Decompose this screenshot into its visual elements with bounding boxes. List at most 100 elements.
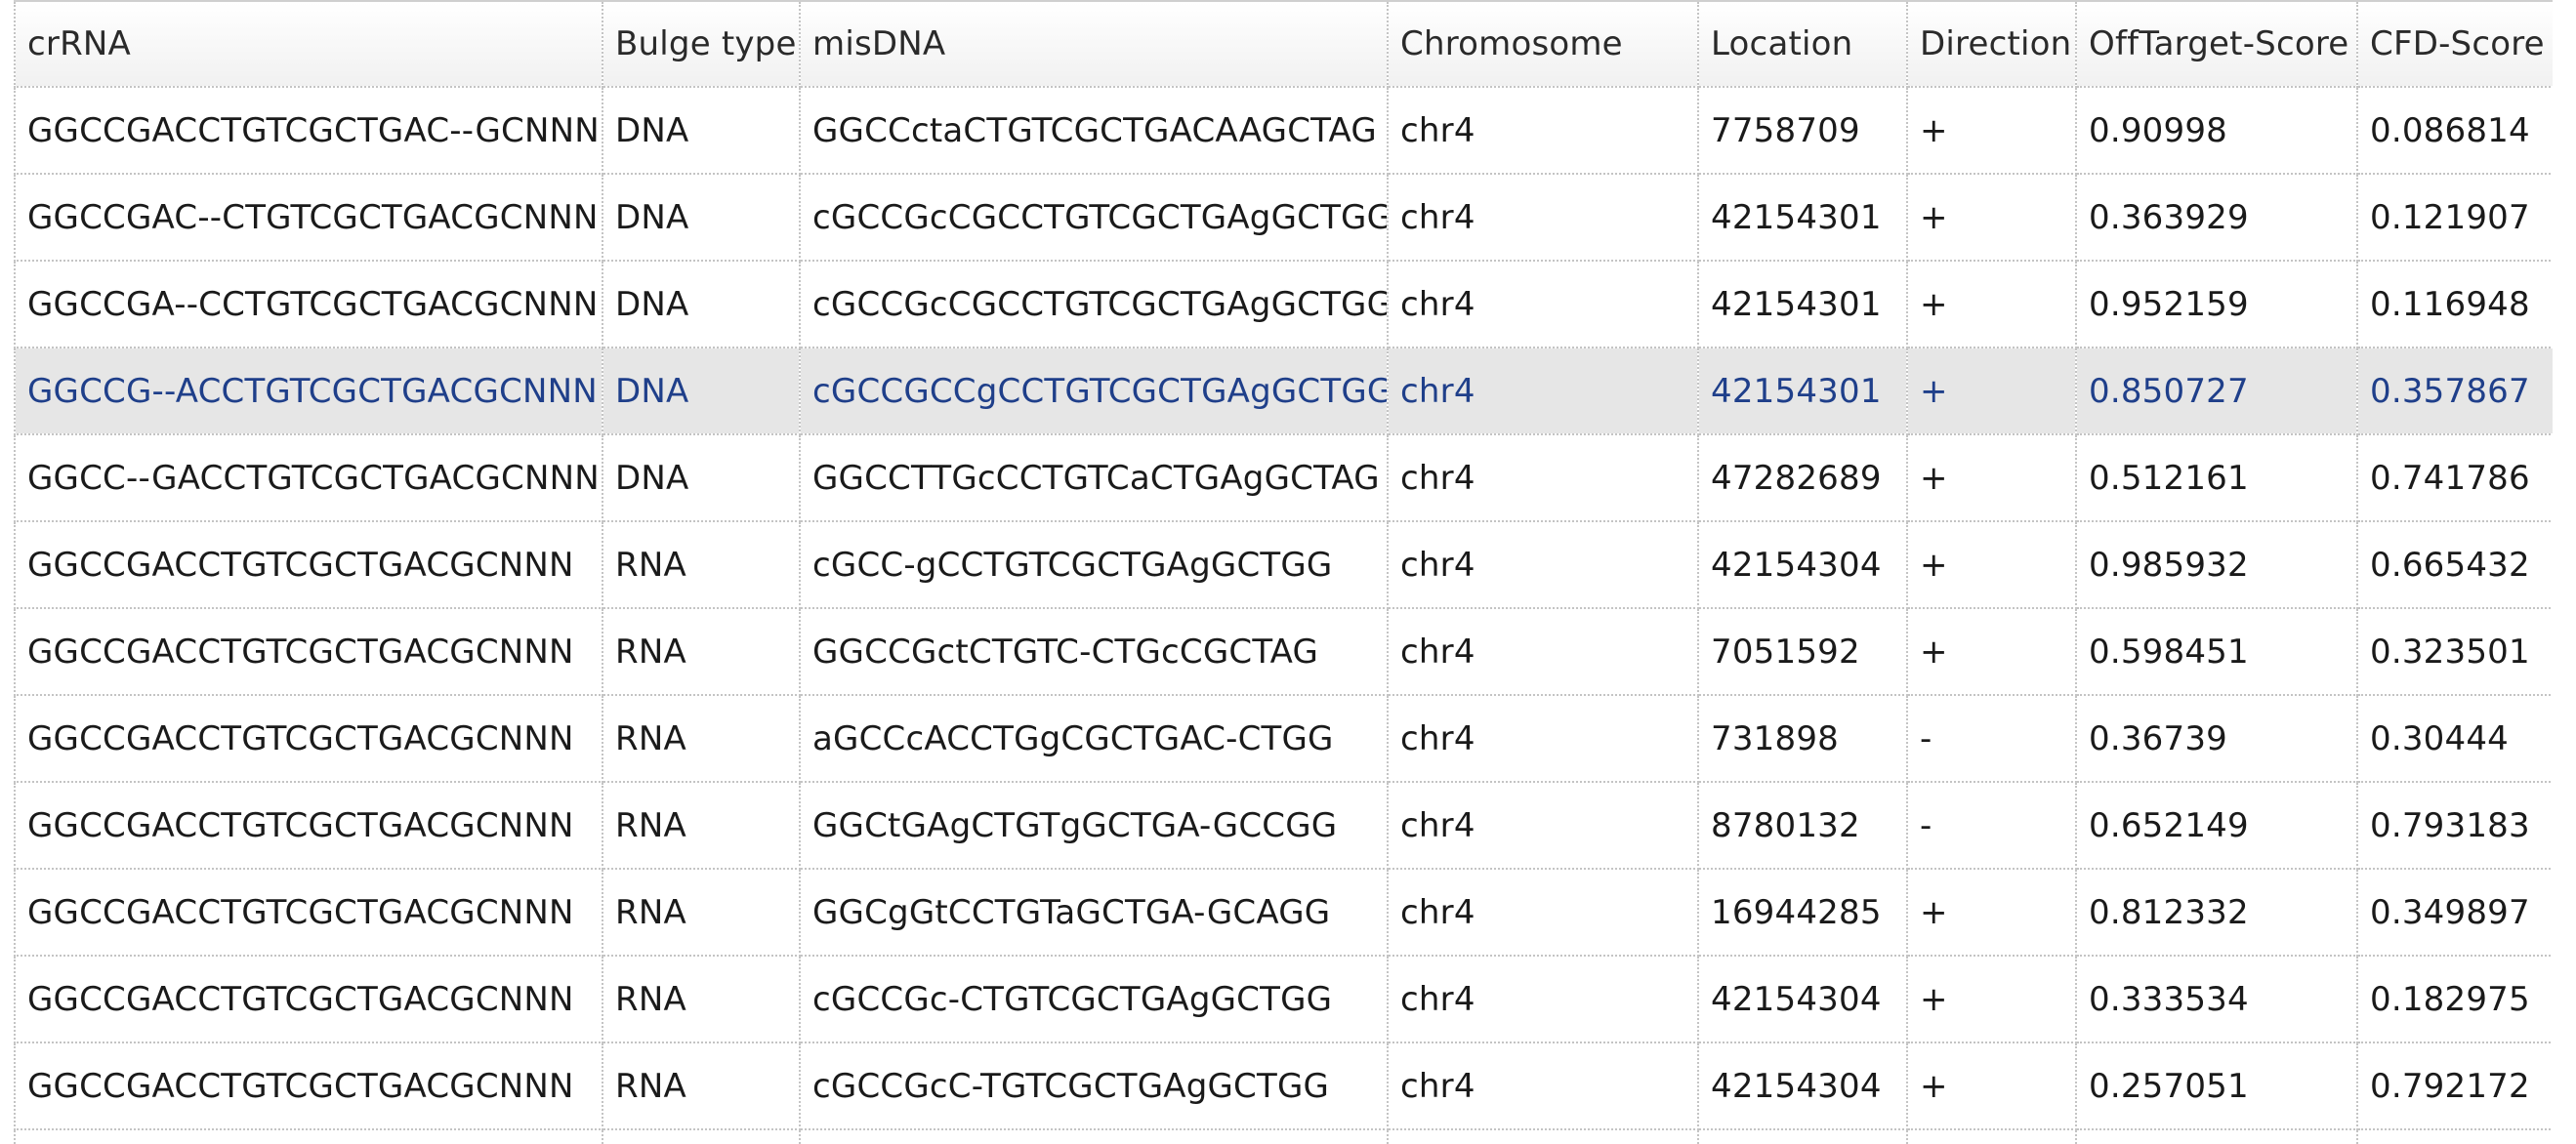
cell-chromosome[interactable]: chr4 [1387,694,1699,783]
cell-chromosome[interactable]: chr4 [1387,781,1699,870]
cell-misdna[interactable]: GGCCGctCTGTC-CTGcCGCTAG [799,607,1389,696]
cell-offtarget-score[interactable]: 0.512161 [2075,433,2358,522]
table-row[interactable]: GGCCGACCTGTCGCTGACGCNNN RNA GGCCGctCTGTC-C… [14,607,2553,696]
cell-crrna[interactable]: GGCCGACCTGTCGCTGACGCNNN [14,1042,603,1130]
cell-direction[interactable]: + [1906,347,2077,435]
table-row[interactable]: GGCCGACCTGTCGCTGACGCNNN RNA aGCCcACCTGgCGC… [14,694,2553,783]
column-header-bulge-type[interactable]: Bulge type [602,0,801,88]
cell-chromosome[interactable]: chr4 [1387,607,1699,696]
cell-direction[interactable]: - [1906,781,2077,870]
cell-cfd-score[interactable]: 0.121907 [2356,173,2553,262]
cell-bulge-type[interactable]: DNA [602,347,801,435]
cell-crrna[interactable]: GGCCGACCTGTCGCTGACGCNNN [14,868,603,957]
cell-cfd-score[interactable]: 0.793183 [2356,781,2553,870]
table-row[interactable]: GGCCGACCTGTCGCTGAC--GCNNN DNA GGCCctaCTGTC… [14,86,2553,175]
cell-crrna[interactable]: GGCCGACCTGTCGCTGACGCNNN [14,520,603,609]
cell-crrna[interactable]: GGCC--GACCTGTCGCTGACGCNNN [14,433,603,522]
cell-chromosome[interactable]: chr4 [1387,433,1699,522]
cell-offtarget-score[interactable]: 0.952159 [2075,260,2358,348]
cell-bulge-type[interactable]: RNA [602,1042,801,1130]
column-header-cfd-score[interactable]: CFD-Score [2356,0,2553,88]
cell-cfd-score[interactable]: 0.182975 [2356,955,2553,1043]
cell-misdna[interactable]: GGCgGtCCTGTaGCTGA-GCAGG [799,868,1389,957]
cell-bulge-type[interactable]: DNA [602,173,801,262]
cell-cfd-score[interactable]: 0.665432 [2356,520,2553,609]
cell-misdna[interactable]: GGCCctaCTGTCGCTGACAAGCTAG [799,86,1389,175]
cell-direction[interactable]: + [1906,955,2077,1043]
column-header-location[interactable]: Location [1697,0,1908,88]
table-row[interactable]: GGCCGACCTGTCGCTGACGCNNN RNA cGCCGc-CTGTCGC… [14,955,2553,1043]
cell-bulge-type[interactable]: DNA [602,260,801,348]
cell-offtarget-score[interactable]: 0.812332 [2075,868,2358,957]
cell-location[interactable]: 7051592 [1697,607,1908,696]
cell-offtarget-score[interactable]: 0.90998 [2075,86,2358,175]
cell-bulge-type[interactable]: RNA [602,607,801,696]
cell-location[interactable]: 16944285 [1697,868,1908,957]
cell-direction[interactable]: + [1906,607,2077,696]
cell-direction[interactable]: + [1906,1042,2077,1130]
cell-cfd-score[interactable]: 0.792172 [2356,1042,2553,1130]
table-row[interactable]: GGCCGACCTGTCGCTGACGCNNN RNA cGCCGcC-TGTCGC… [14,1042,2553,1130]
cell-crrna[interactable]: GGCCGACCTGTCGCTGACGCNNN [14,694,603,783]
table-row[interactable]: GGCCG--ACCTGTCGCTGACGCNNN DNA cGCCGCCgCCTG… [14,347,2553,435]
cell-direction[interactable]: + [1906,433,2077,522]
table-row[interactable]: GGCCGACCTGTCGCTGACGCNNN RNA cGCC-gCCTGTCGC… [14,520,2553,609]
cell-direction[interactable]: + [1906,520,2077,609]
cell-offtarget-score[interactable]: 0.257051 [2075,1042,2358,1130]
cell-bulge-type[interactable]: DNA [602,433,801,522]
cell-location[interactable]: 47282689 [1697,433,1908,522]
cell-crrna[interactable]: GGCCGA--CCTGTCGCTGACGCNNN [14,260,603,348]
cell-cfd-score[interactable]: 0.30444 [2356,694,2553,783]
table-row[interactable]: GGCCGACCTGTCGCTGACGCNNN RNA GGCtGAgCTGTgGC… [14,781,2553,870]
cell-cfd-score[interactable]: 0.086814 [2356,86,2553,175]
cell-location[interactable]: 731898 [1697,694,1908,783]
cell-crrna[interactable]: GGCCGACCTGTCGCTGAC--GCNNN [14,86,603,175]
cell-offtarget-score[interactable]: 0.598451 [2075,607,2358,696]
cell-location[interactable]: 42154304 [1697,955,1908,1043]
cell-cfd-score[interactable]: 0.349897 [2356,868,2553,957]
cell-chromosome[interactable]: chr4 [1387,347,1699,435]
cell-crrna[interactable]: GGCCGACCTGTCGCTGACGCNNN [14,781,603,870]
cell-misdna[interactable]: cGCCGCCgCCTGTCGCTGAgGCTGG [799,347,1389,435]
cell-cfd-score[interactable]: 0.116948 [2356,260,2553,348]
cell-chromosome[interactable]: chr4 [1387,520,1699,609]
cell-direction[interactable]: + [1906,260,2077,348]
column-header-offtarget-score[interactable]: OffTarget-Score [2075,0,2358,88]
cell-misdna[interactable]: cGCC-gCCTGTCGCTGAgGCTGG [799,520,1389,609]
column-header-crrna[interactable]: crRNA [14,0,603,88]
cell-misdna[interactable]: aGCCcACCTGgCGCTGAC-CTGG [799,694,1389,783]
cell-bulge-type[interactable]: RNA [602,781,801,870]
cell-location[interactable]: 42154301 [1697,260,1908,348]
cell-crrna[interactable]: GGCCG--ACCTGTCGCTGACGCNNN [14,347,603,435]
cell-crrna[interactable]: GGCCGACCTGTCGCTGACGCNNN [14,955,603,1043]
cell-direction[interactable]: - [1906,694,2077,783]
cell-crrna[interactable]: GGCCGACCTGTCGCTGACGCNNN [14,607,603,696]
cell-offtarget-score[interactable]: 0.985932 [2075,520,2358,609]
cell-cfd-score[interactable]: 0.357867 [2356,347,2553,435]
cell-chromosome[interactable]: chr4 [1387,260,1699,348]
table-row[interactable]: GGCCGACCTGTCGCTGACGCNNN RNA GGCgGtCCTGTaGC… [14,868,2553,957]
cell-misdna[interactable]: cGCCGc-CTGTCGCTGAgGCTGG [799,955,1389,1043]
cell-direction[interactable]: + [1906,868,2077,957]
cell-direction[interactable]: + [1906,86,2077,175]
cell-cfd-score[interactable]: 0.741786 [2356,433,2553,522]
table-row[interactable]: GGCCGAC--CTGTCGCTGACGCNNN DNA cGCCGcCGCCTG… [14,173,2553,262]
table-row[interactable]: GGCC--GACCTGTCGCTGACGCNNN DNA GGCCTTGcCCTG… [14,433,2553,522]
cell-chromosome[interactable]: chr4 [1387,173,1699,262]
column-header-direction[interactable]: Direction [1906,0,2077,88]
cell-location[interactable]: 42154301 [1697,173,1908,262]
cell-misdna[interactable]: cGCCGcCGCCTGTCGCTGAgGCTGG [799,173,1389,262]
cell-misdna[interactable]: GGCtGAgCTGTgGCTGA-GCCGG [799,781,1389,870]
cell-crrna[interactable]: GGCCGAC--CTGTCGCTGACGCNNN [14,173,603,262]
cell-misdna[interactable]: cGCCGcC-TGTCGCTGAgGCTGG [799,1042,1389,1130]
cell-bulge-type[interactable]: DNA [602,86,801,175]
cell-location[interactable]: 7758709 [1697,86,1908,175]
table-row[interactable]: GGCCGA--CCTGTCGCTGACGCNNN DNA cGCCGcCGCCTG… [14,260,2553,348]
cell-misdna[interactable]: cGCCGcCGCCTGTCGCTGAgGCTGG [799,260,1389,348]
cell-location[interactable]: 42154304 [1697,520,1908,609]
cell-offtarget-score[interactable]: 0.652149 [2075,781,2358,870]
cell-bulge-type[interactable]: RNA [602,955,801,1043]
cell-bulge-type[interactable]: RNA [602,520,801,609]
cell-offtarget-score[interactable]: 0.333534 [2075,955,2358,1043]
cell-misdna[interactable]: GGCCTTGcCCTGTCaCTGAgGCTAG [799,433,1389,522]
